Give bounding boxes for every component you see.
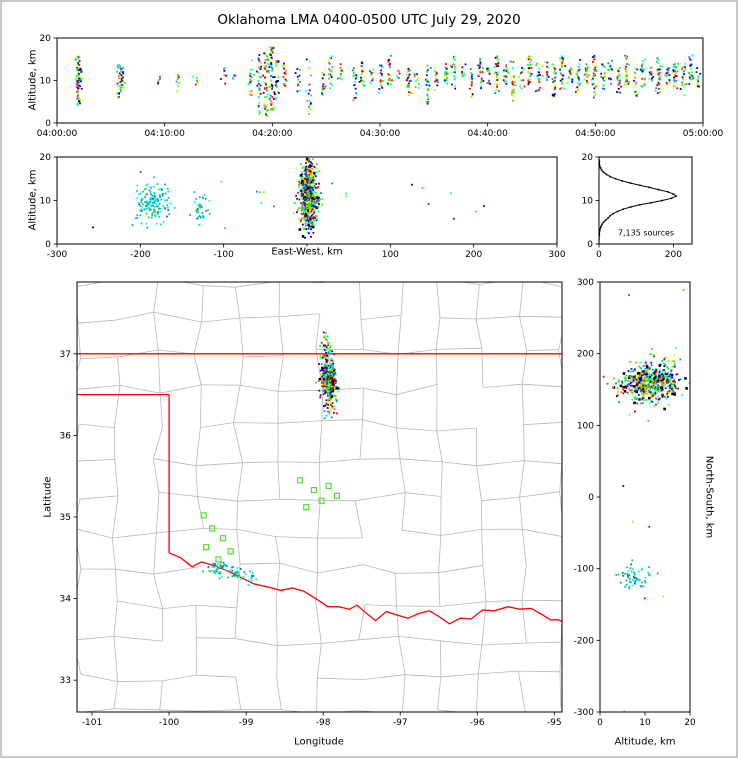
time-height-points [74, 46, 701, 117]
svg-text:04:10:00: 04:10:00 [144, 129, 185, 139]
svg-text:200: 200 [665, 250, 682, 260]
svg-text:04:50:00: 04:50:00 [575, 129, 616, 139]
ew-height-points [92, 157, 485, 239]
svg-text:-96: -96 [470, 718, 485, 728]
svg-text:100: 100 [577, 421, 594, 431]
ns-height-points [602, 289, 690, 712]
svg-text:10: 10 [40, 77, 52, 87]
svg-text:0: 0 [588, 493, 594, 503]
svg-text:300: 300 [548, 250, 565, 260]
svg-text:-200: -200 [130, 250, 151, 260]
station-marker [203, 544, 210, 551]
ew-height-xlabel: East-West, km [267, 246, 347, 258]
figure-title: Oklahoma LMA 0400-0500 UTC July 29, 2020 [217, 12, 521, 28]
map-source-points [202, 331, 340, 586]
svg-text:-200: -200 [574, 636, 595, 646]
station-marker [200, 512, 207, 519]
ew-height-ylabel: Altitude, km [27, 169, 39, 231]
station-marker [310, 487, 317, 494]
svg-text:10: 10 [639, 718, 651, 728]
time-height-ylabel: Altitude, km [27, 49, 39, 111]
county-lines [77, 282, 562, 712]
svg-text:37: 37 [60, 350, 71, 360]
svg-text:0: 0 [45, 240, 51, 250]
svg-text:-101: -101 [82, 718, 102, 728]
svg-text:-300: -300 [47, 250, 68, 260]
station-marker [215, 556, 222, 563]
svg-text:-95: -95 [547, 718, 562, 728]
map-ylabel: Latitude [42, 476, 54, 518]
svg-text:04:40:00: 04:40:00 [467, 129, 508, 139]
svg-text:20: 20 [40, 34, 52, 44]
station-marker [219, 535, 227, 542]
state-border [77, 353, 562, 625]
histogram-sources-annotation: 7,135 sources [617, 228, 675, 238]
svg-text:05:00:00: 05:00:00 [683, 129, 724, 139]
svg-text:10: 10 [582, 197, 594, 207]
svg-text:04:00:00: 04:00:00 [37, 129, 78, 139]
svg-text:0: 0 [45, 119, 51, 129]
ew-height-panel: -300-200-100010020030001020 [40, 153, 566, 260]
svg-text:0: 0 [597, 718, 603, 728]
svg-text:200: 200 [577, 350, 594, 360]
svg-text:35: 35 [60, 513, 71, 523]
svg-text:-100: -100 [574, 565, 595, 575]
svg-text:10: 10 [40, 197, 52, 207]
station-marker [209, 525, 216, 532]
svg-text:20: 20 [582, 153, 594, 163]
svg-text:0: 0 [596, 250, 602, 260]
station-marker [318, 497, 325, 504]
ns-height-xlabel: Altitude, km [614, 736, 676, 748]
svg-text:-300: -300 [574, 708, 595, 718]
svg-text:20: 20 [684, 718, 696, 728]
lma-stations [200, 477, 341, 563]
svg-text:200: 200 [465, 250, 482, 260]
svg-text:04:30:00: 04:30:00 [360, 129, 401, 139]
map-panel: -101 -100 -99 -98 -97 -96 -95 33 34 35 36 37 [60, 281, 563, 728]
svg-text:300: 300 [577, 278, 594, 288]
svg-text:36: 36 [60, 431, 72, 441]
svg-text:0: 0 [587, 240, 593, 250]
svg-text:34: 34 [60, 595, 72, 605]
ns-height-panel: 0 10 20 300 200 100 0 -100 -200 -300 [574, 278, 696, 728]
svg-text:33: 33 [60, 676, 71, 686]
ns-height-ylabel: North-South, km [703, 455, 715, 539]
svg-text:-100: -100 [213, 250, 234, 260]
svg-text:04:20:00: 04:20:00 [252, 129, 293, 139]
altitude-histogram-panel: 0 200 20 10 0 [582, 153, 693, 260]
time-height-panel: 04:00:00 04:10:00 04:20:00 04:30:00 04:40:00… [37, 34, 724, 139]
station-marker [296, 477, 304, 484]
station-marker [333, 492, 341, 499]
map-xlabel: Longitude [294, 736, 344, 748]
station-marker [303, 504, 310, 511]
svg-text:-99: -99 [239, 718, 254, 728]
station-marker [325, 482, 332, 490]
svg-text:20: 20 [40, 153, 52, 163]
svg-text:-97: -97 [393, 718, 408, 728]
svg-text:100: 100 [382, 250, 399, 260]
station-marker [227, 548, 234, 555]
svg-text:-98: -98 [316, 718, 331, 728]
svg-text:-100: -100 [159, 718, 180, 728]
